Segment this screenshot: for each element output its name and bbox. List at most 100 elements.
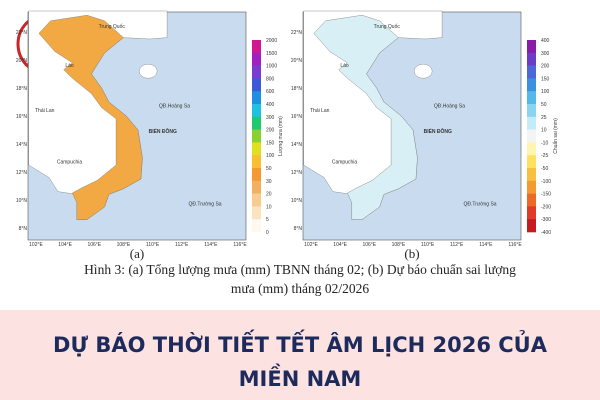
lon-tick-label: 110°E [146,242,160,248]
place-label: BIỂN ĐÔNG [149,127,177,135]
colorbar-cell [527,91,536,105]
map-panel: Trung Quốc Lào Thái Lan Campuchia BIỂN ĐÔNG Q… [16,10,284,261]
place-label: Trung Quốc [99,24,126,30]
colorbar-cell [527,193,536,207]
colorbar-cell [252,65,261,79]
colorbar-tick-label: -400 [541,230,551,236]
colorbar-cell [252,193,261,207]
lat-tick-label: 16°N [291,114,303,120]
colorbar-cell [527,104,536,118]
lat-tick-label: 12°N [291,170,303,176]
colorbar-tick-label: 200 [541,64,550,70]
place-label: Campuchia [57,160,83,166]
lat-tick-label: 16°N [16,114,28,120]
place-label: QĐ.Hoàng Sa [159,104,190,110]
banner-title: MIỀN NAM [239,363,362,391]
colorbar-cell [527,116,536,130]
colorbar-tick-label: -25 [541,153,548,159]
colorbar-tick-label: 100 [266,153,275,159]
panel-label: (a) [130,246,144,261]
colorbar-cell [527,219,536,233]
colorbar-title: Chuẩn sai (mm) [552,118,559,154]
colorbar-tick-label: 400 [541,38,550,44]
colorbar-title: Lượng mưa (mm) [278,116,284,156]
colorbar-cell [527,40,536,54]
colorbar-cell [252,52,261,66]
colorbar-cell [252,155,261,169]
map-panel: Trung Quốc Lào Thái Lan Campuchia BIỂN ĐÔNG Q… [291,10,559,261]
place-label: Campuchia [332,160,358,166]
colorbar-tick-label: 1500 [266,51,277,57]
lon-tick-label: 108°E [117,242,131,248]
vietnam [313,14,418,220]
caption-line: mưa (mm) tháng 02/2026 [231,281,369,296]
colorbar-tick-label: 150 [541,76,550,82]
lon-tick-label: 116°E [233,242,247,248]
place-label: Lào [340,63,349,69]
colorbar-tick-label: -200 [541,204,551,210]
colorbar-cell [252,142,261,156]
colorbar-tick-label: 300 [541,51,550,57]
lat-tick-label: 10°N [291,198,303,204]
vietnam [38,14,143,220]
colorbar-tick-label: 20 [266,192,272,198]
colorbar-cell [252,104,261,118]
colorbar-tick-label: 50 [266,166,272,172]
lat-tick-label: 10°N [16,198,28,204]
banner-bg [0,310,600,400]
colorbar-cell [527,65,536,79]
hainan [138,63,158,79]
colorbar-cell [252,40,261,54]
lon-tick-label: 116°E [508,242,522,248]
lon-tick-label: 104°E [333,242,347,248]
place-label: Trung Quốc [374,24,401,30]
colorbar-tick-label: -10 [541,140,548,146]
colorbar-cell [252,219,261,233]
lat-tick-label: 18°N [16,86,28,92]
colorbar-cell [252,206,261,220]
colorbar-cell [527,180,536,194]
lat-tick-label: 18°N [291,86,303,92]
place-label: BIỂN ĐÔNG [424,127,452,135]
place-label: QĐ.Trường Sa [463,202,496,208]
colorbar-tick-label: 30 [266,179,272,185]
lat-tick-label: 22°N [291,30,303,36]
colorbar-cell [527,155,536,169]
colorbar-tick-label: 1000 [266,64,277,70]
colorbar-tick-label: 400 [266,102,275,108]
lon-tick-label: 106°E [362,242,376,248]
colorbar-tick-label: 600 [266,89,275,95]
lat-tick-label: 8°N [19,226,28,232]
lat-tick-label: 20°N [16,58,28,64]
place-label: QĐ.Hoàng Sa [434,104,465,110]
lon-tick-label: 102°E [304,242,318,248]
colorbar-tick-label: 200 [266,128,275,134]
colorbar-cell [527,78,536,92]
colorbar-cell [527,52,536,66]
colorbar-cell [527,142,536,156]
lat-tick-label: 20°N [291,58,303,64]
lon-tick-label: 114°E [479,242,493,248]
colorbar-cell [527,168,536,182]
colorbar-tick-label: 300 [266,115,275,121]
colorbar-tick-label: 5 [266,217,269,223]
colorbar-cell [527,206,536,220]
lon-tick-label: 104°E [58,242,72,248]
place-label: Thái Lan [310,108,330,114]
colorbar-tick-label: -100 [541,179,551,185]
colorbar-cell [527,129,536,143]
lat-tick-label: 22°N [16,30,28,36]
lon-tick-label: 106°E [87,242,101,248]
colorbar-tick-label: -150 [541,192,551,198]
lon-tick-label: 108°E [392,242,406,248]
lat-tick-label: 12°N [16,170,28,176]
colorbar-cell [252,91,261,105]
colorbar-tick-label: 10 [541,128,547,134]
colorbar-cell [252,129,261,143]
colorbar-cell [252,180,261,194]
lon-tick-label: 114°E [204,242,218,248]
place-label: QĐ.Trường Sa [188,202,221,208]
lat-tick-label: 14°N [291,142,303,148]
colorbar-tick-label: 100 [541,89,550,95]
